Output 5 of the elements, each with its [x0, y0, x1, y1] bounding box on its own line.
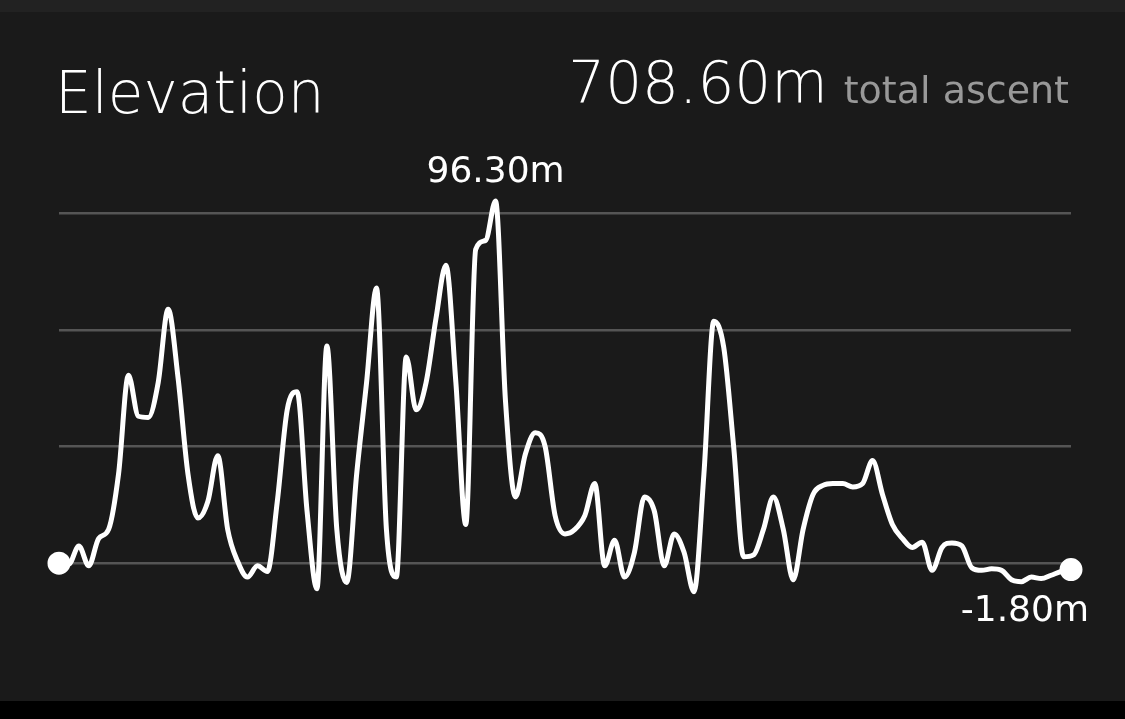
data-label: 96.30m	[426, 149, 565, 191]
chart-subtitle: 708.60m	[568, 49, 828, 117]
data-label: -1.80m	[960, 587, 1089, 629]
text: total ascent	[843, 68, 1069, 112]
chart-title: Elevation	[55, 59, 325, 127]
